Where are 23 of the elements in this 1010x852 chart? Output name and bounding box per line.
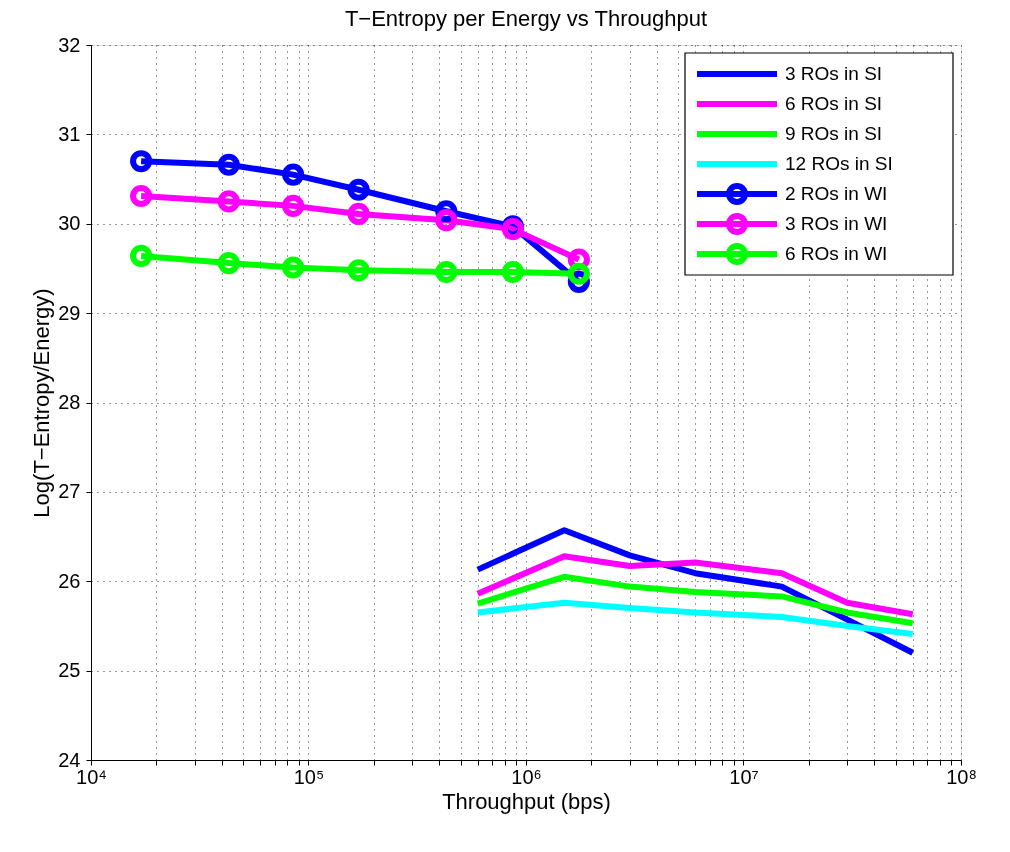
y-axis-title: Log(T−Entropy/Energy) — [29, 288, 55, 518]
x-tick-label: 10⁸ — [946, 765, 977, 788]
x-tick-label: 10⁵ — [293, 765, 325, 788]
y-tick-label: 26 — [58, 569, 81, 592]
x-axis-title: Throughput (bps) — [442, 788, 611, 814]
legend-label: 12 ROs in SI — [785, 153, 893, 174]
legend-label: 2 ROs in WI — [785, 183, 888, 204]
y-tick-label: 27 — [58, 480, 81, 503]
legend-label: 3 ROs in SI — [785, 63, 883, 84]
legend-label: 9 ROs in SI — [785, 123, 883, 144]
legend-label: 3 ROs in WI — [785, 213, 888, 234]
y-tick-label: 25 — [58, 659, 81, 682]
x-tick-label: 10⁶ — [511, 765, 542, 788]
x-tick-label: 10⁷ — [729, 765, 759, 788]
y-tick-label: 24 — [58, 748, 81, 771]
y-tick-label: 28 — [58, 391, 81, 413]
y-tick-label: 29 — [58, 301, 81, 324]
chart-title: T−Entropy per Energy vs Throughput — [344, 6, 708, 31]
y-tick-label: 32 — [58, 33, 81, 56]
legend-label: 6 ROs in SI — [785, 93, 883, 114]
y-tick-label: 30 — [58, 212, 81, 235]
y-tick-label: 31 — [58, 122, 81, 145]
legend-label: 6 ROs in WI — [785, 243, 888, 264]
